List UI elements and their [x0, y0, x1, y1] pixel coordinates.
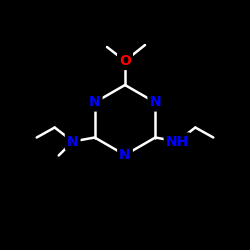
Text: N: N [119, 148, 131, 162]
Text: NH: NH [166, 134, 189, 148]
Text: N: N [89, 96, 101, 110]
Text: O: O [119, 54, 131, 68]
Text: N: N [67, 134, 78, 148]
Text: N: N [150, 96, 161, 110]
